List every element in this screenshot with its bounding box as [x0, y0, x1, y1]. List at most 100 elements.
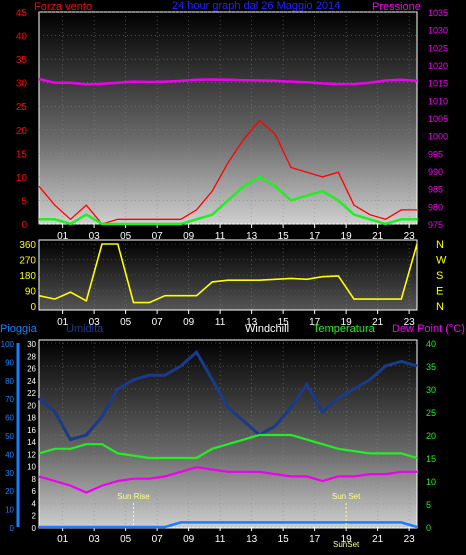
temp-x-tick-label: 03: [89, 534, 101, 545]
direction-x-tick-label: 05: [120, 317, 132, 328]
wind-x-tick-label: 21: [372, 231, 384, 242]
dewpoint-line: [38, 466, 417, 494]
pressure-y-tick-label: 1025: [428, 43, 448, 53]
wind-y-tick-label: 40: [16, 32, 28, 43]
wind-direction-line: [38, 243, 418, 304]
temp-x-tick-label: 13: [246, 534, 258, 545]
right-y-tick-label: 30: [426, 385, 436, 395]
temp-y-tick-label: 18: [27, 414, 36, 423]
right-y-tick-label: 5: [426, 500, 431, 510]
temp-y-tick-label: 8: [32, 475, 37, 484]
header-right-label: Pressione: [372, 1, 421, 13]
right-y-tick-label: 25: [426, 408, 436, 418]
rain-y-tick-label: 30: [5, 469, 14, 478]
temperature-header-label: Temperatura: [313, 323, 376, 335]
pressure-y-tick-label: 985: [428, 185, 443, 195]
direction-x-tick-label: 09: [183, 317, 195, 328]
direction-x-tick-label: 17: [309, 317, 321, 328]
compass-label: W: [436, 255, 447, 267]
temp-y-tick-label: 12: [27, 450, 36, 459]
wind-y-tick-label: 35: [16, 55, 28, 66]
right-y-tick-label: 40: [426, 339, 436, 349]
temp-x-tick-label: 11: [215, 534, 226, 545]
rain-y-tick-label: 10: [5, 506, 14, 515]
wind-x-tick-label: 09: [183, 231, 195, 242]
pressure-y-tick-label: 980: [428, 202, 443, 212]
sunset-bottom-label: SunSet: [333, 540, 360, 549]
temp-y-tick-label: 2: [32, 512, 37, 521]
pressure-y-tick-label: 1030: [428, 26, 448, 36]
direction-x-tick-label: 21: [372, 317, 384, 328]
temp-x-tick-label: 19: [341, 534, 353, 545]
right-y-tick-label: 35: [426, 362, 436, 372]
temp-y-tick-label: 4: [32, 499, 37, 508]
direction-y-tick-label: 360: [19, 240, 36, 251]
rain-y-tick-label: 80: [5, 377, 14, 386]
rain-line: [39, 521, 418, 529]
humidity-line: [38, 349, 418, 442]
compass-label: N: [436, 301, 444, 313]
temp-x-tick-label: 09: [183, 534, 195, 545]
wind-y-tick-label: 25: [16, 102, 28, 113]
temp-x-tick-label: 23: [404, 534, 416, 545]
wind-y-tick-label: 45: [16, 8, 28, 19]
rain-y-tick-label: 20: [5, 487, 14, 496]
temp-y-tick-label: 26: [27, 365, 36, 374]
pressure-y-tick-label: 990: [428, 167, 443, 177]
right-y-tick-label: 0: [426, 523, 431, 533]
wind-y-tick-label: 20: [16, 126, 28, 137]
right-y-tick-label: 15: [426, 454, 436, 464]
temp-x-tick-label: 05: [120, 534, 132, 545]
compass-label: E: [436, 286, 443, 298]
wind-x-tick-label: 15: [278, 231, 290, 242]
rain-y-tick-label: 70: [5, 395, 14, 404]
wind-x-tick-label: 11: [215, 231, 226, 242]
direction-x-tick-label: 11: [215, 317, 226, 328]
direction-x-tick-label: 13: [246, 317, 258, 328]
temperature-plot-area: [38, 339, 418, 529]
direction-y-tick-label: 180: [19, 271, 36, 282]
direction-x-tick-label: 23: [404, 317, 416, 328]
wind-y-tick-label: 15: [16, 149, 28, 160]
direction-y-tick-label: 0: [30, 302, 36, 313]
temp-y-tick-label: 16: [27, 426, 36, 435]
rain-header-label: Pioggia: [0, 323, 38, 335]
pressure-y-tick-label: 1010: [428, 96, 448, 106]
right-y-tick-label: 20: [426, 431, 436, 441]
temp-y-tick-label: 14: [27, 438, 36, 447]
direction-x-tick-label: 01: [57, 317, 69, 328]
temp-y-tick-label: 24: [27, 377, 36, 386]
pressure-y-tick-label: 1015: [428, 79, 448, 89]
temp-y-tick-label: 30: [27, 340, 36, 349]
temp-y-tick-label: 20: [27, 401, 36, 410]
rain-y-tick-label: 40: [5, 450, 14, 459]
direction-x-tick-label: 15: [278, 317, 290, 328]
rain-y-tick-label: 90: [5, 358, 14, 367]
pressure-y-tick-label: 995: [428, 149, 443, 159]
wind-y-tick-label: 10: [16, 173, 28, 184]
pressure-y-tick-label: 1020: [428, 61, 448, 71]
temp-x-tick-label: 01: [57, 534, 69, 545]
rain-y-tick-label: 0: [10, 524, 15, 533]
temp-x-tick-label: 17: [309, 534, 321, 545]
wind-x-tick-label: 13: [246, 231, 258, 242]
sunset-label: Sun Set: [332, 492, 361, 501]
wind-x-tick-label: 17: [309, 231, 321, 242]
temp-y-tick-label: 0: [32, 524, 37, 533]
direction-y-tick-label: 90: [25, 287, 37, 298]
humidity-header-label: Umidita: [66, 323, 104, 335]
pressure-y-tick-label: 975: [428, 220, 443, 230]
direction-x-tick-label: 03: [89, 317, 101, 328]
sunrise-label: Sun Rise: [117, 492, 150, 501]
rain-y-tick-label: 60: [5, 414, 14, 423]
pressure-y-tick-label: 1000: [428, 132, 448, 142]
temp-y-tick-label: 10: [27, 463, 36, 472]
temp-x-tick-label: 15: [278, 534, 290, 545]
compass-label: S: [436, 270, 443, 282]
direction-x-tick-label: 19: [341, 317, 353, 328]
direction-y-tick-label: 270: [19, 256, 36, 267]
wind-pressure-plot-area: [38, 11, 418, 225]
wind-y-tick-label: 30: [16, 79, 28, 90]
temp-y-tick-label: 28: [27, 352, 36, 361]
rain-y-tick-label: 100: [1, 340, 15, 349]
